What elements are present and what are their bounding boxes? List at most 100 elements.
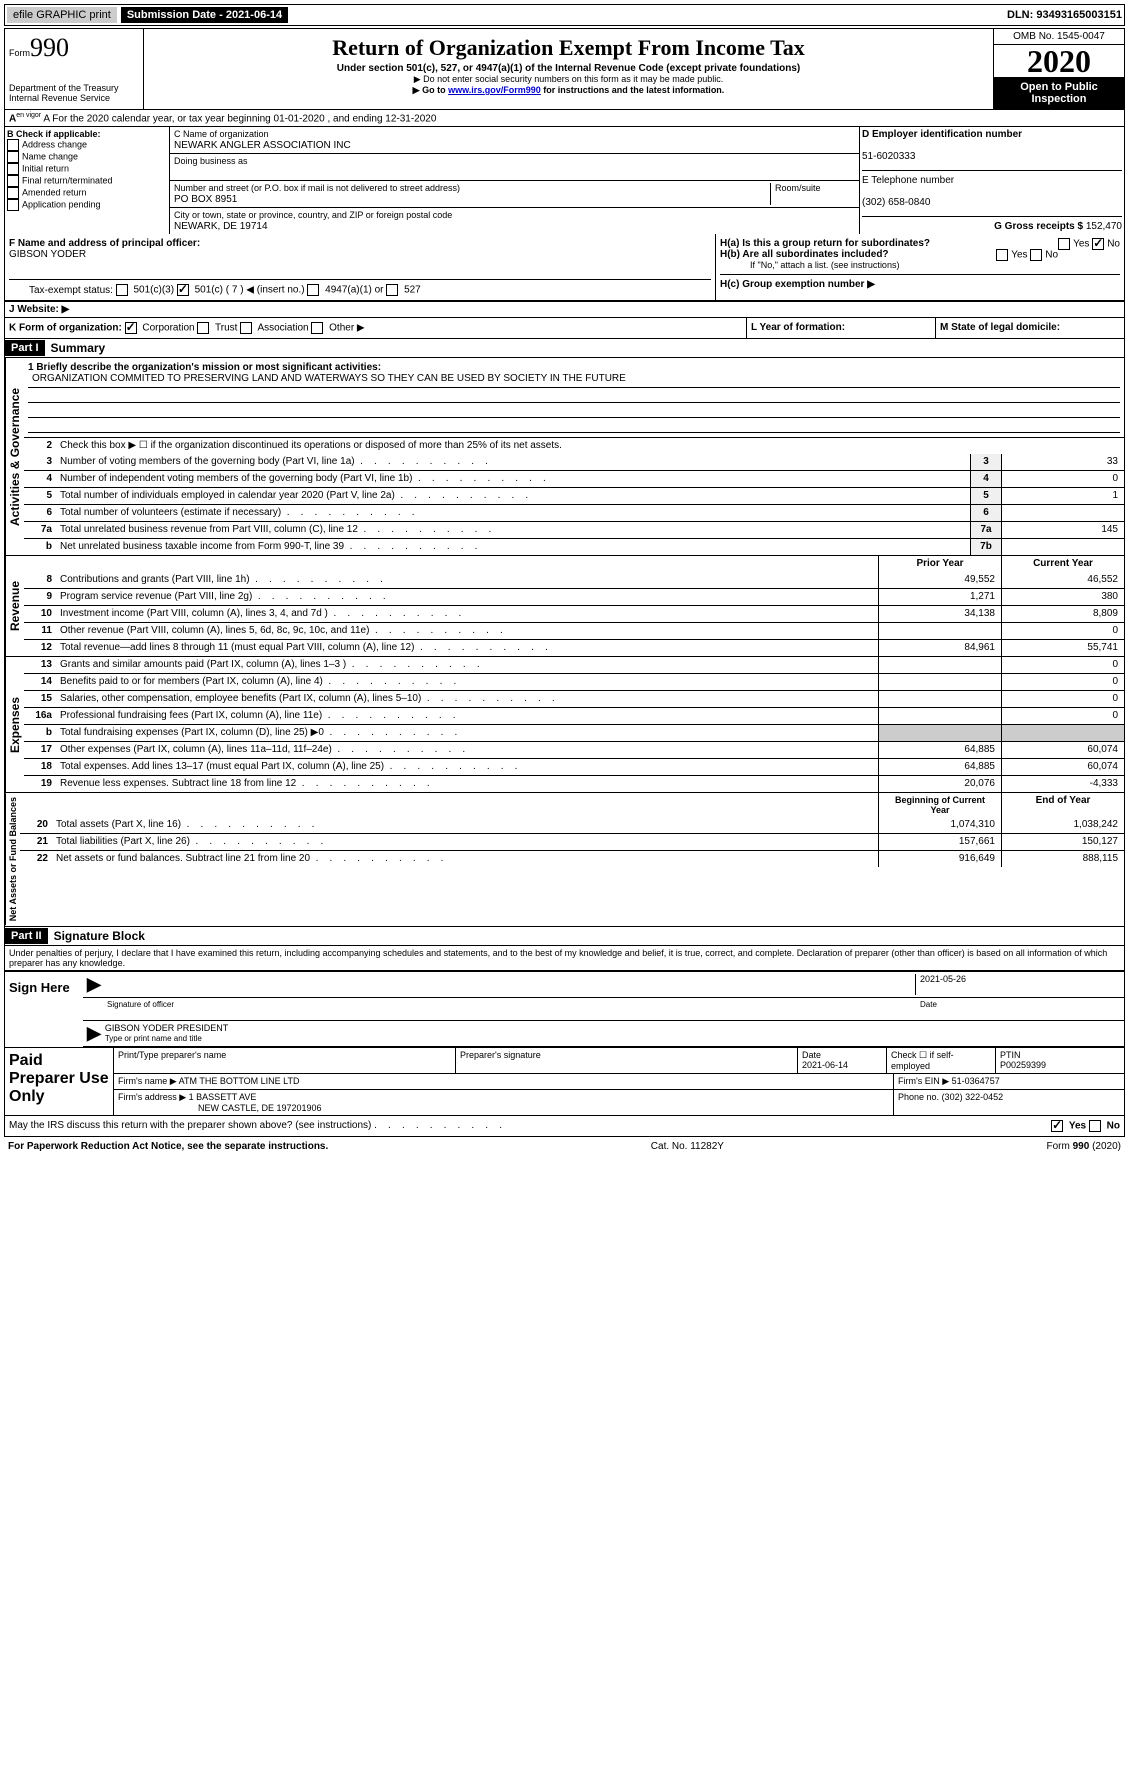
line-11: 11Other revenue (Part VIII, column (A), …: [24, 622, 1124, 639]
cb-hb-no[interactable]: [1030, 249, 1042, 261]
cb-ha-no[interactable]: [1092, 238, 1104, 250]
section-net-assets: Net Assets or Fund Balances Beginning of…: [5, 792, 1124, 925]
cb-initial-return[interactable]: [7, 163, 19, 175]
row-j-website: J Website: ▶: [5, 301, 1124, 318]
line-19: 19Revenue less expenses. Subtract line 1…: [24, 775, 1124, 792]
dba-cell: Doing business as: [170, 154, 859, 181]
perjury-statement: Under penalties of perjury, I declare th…: [5, 945, 1124, 970]
col-b-checkboxes: B Check if applicable: Address change Na…: [5, 127, 170, 234]
line-5: 5Total number of individuals employed in…: [24, 487, 1124, 504]
officer-printed-name: GIBSON YODER PRESIDENT: [105, 1023, 228, 1033]
line-b: bTotal fundraising expenses (Part IX, co…: [24, 724, 1124, 741]
line-14: 14Benefits paid to or for members (Part …: [24, 673, 1124, 690]
line-13: 13Grants and similar amounts paid (Part …: [24, 657, 1124, 673]
cb-other[interactable]: [311, 322, 323, 334]
line-8: 8Contributions and grants (Part VIII, li…: [24, 572, 1124, 588]
principal-officer: F Name and address of principal officer:…: [5, 234, 716, 300]
cb-corp[interactable]: [125, 322, 137, 334]
gross-receipts: 152,470: [1086, 221, 1122, 232]
line-6: 6Total number of volunteers (estimate if…: [24, 504, 1124, 521]
ein: 51-6020333: [862, 151, 915, 162]
vert-label-na: Net Assets or Fund Balances: [5, 793, 20, 925]
line-3: 3Number of voting members of the governi…: [24, 454, 1124, 470]
header-mid: Return of Organization Exempt From Incom…: [144, 29, 993, 109]
part1-header: Part I Summary: [5, 338, 1124, 357]
firm-ein: 51-0364757: [952, 1076, 1000, 1086]
section-revenue: Revenue Prior Year Current Year 8Contrib…: [5, 555, 1124, 656]
paid-preparer-section: Paid Preparer Use Only Print/Type prepar…: [5, 1047, 1124, 1115]
line-4: 4Number of independent voting members of…: [24, 470, 1124, 487]
cb-501c[interactable]: [177, 284, 189, 296]
col-c-org-info: C Name of organization NEWARK ANGLER ASS…: [170, 127, 860, 234]
vert-label-ag: Activities & Governance: [5, 358, 24, 555]
arrow-icon: ▶: [87, 974, 101, 995]
vert-label-exp: Expenses: [5, 657, 24, 792]
dept-treasury: Department of the TreasuryInternal Reven…: [9, 83, 139, 103]
officer-name: GIBSON YODER: [9, 249, 86, 260]
note-link: ▶ Go to www.irs.gov/Form990 for instruct…: [148, 85, 989, 96]
dln: DLN: 93493165003151: [1007, 9, 1122, 21]
cb-name-change[interactable]: [7, 151, 19, 163]
discuss-row: May the IRS discuss this return with the…: [5, 1115, 1124, 1136]
note-ssn: ▶ Do not enter social security numbers o…: [148, 74, 989, 85]
firm-address: 1 BASSETT AVE: [189, 1092, 257, 1102]
line-20: 20Total assets (Part X, line 16) 1,074,3…: [20, 817, 1124, 833]
cb-amended[interactable]: [7, 187, 19, 199]
cb-discuss-no[interactable]: [1089, 1120, 1101, 1132]
header-right: OMB No. 1545-0047 2020 Open to Public In…: [993, 29, 1124, 109]
cb-trust[interactable]: [197, 322, 209, 334]
cb-assoc[interactable]: [240, 322, 252, 334]
org-city: NEWARK, DE 19714: [174, 221, 268, 232]
line-10: 10Investment income (Part VIII, column (…: [24, 605, 1124, 622]
line-9: 9Program service revenue (Part VIII, lin…: [24, 588, 1124, 605]
group-return: H(a) Is this a group return for subordin…: [716, 234, 1124, 300]
col-d-ein: D Employer identification number 51-6020…: [860, 127, 1124, 234]
line-15: 15Salaries, other compensation, employee…: [24, 690, 1124, 707]
row-klm: K Form of organization: Corporation Trus…: [5, 318, 1124, 338]
irs-link[interactable]: www.irs.gov/Form990: [448, 85, 541, 95]
cb-discuss-yes[interactable]: [1051, 1120, 1063, 1132]
line-b: bNet unrelated business taxable income f…: [24, 538, 1124, 555]
ptin: P00259399: [1000, 1060, 1046, 1070]
form-number: 990: [30, 33, 69, 62]
sign-here-section: Sign Here ▶ 2021-05-26 Signature of offi…: [5, 970, 1124, 1047]
cb-ha-yes[interactable]: [1058, 238, 1070, 250]
top-bar: efile GRAPHIC print Submission Date - 20…: [4, 4, 1125, 26]
cb-527[interactable]: [386, 284, 398, 296]
section-expenses: Expenses 13Grants and similar amounts pa…: [5, 656, 1124, 792]
cb-501c3[interactable]: [116, 284, 128, 296]
open-public: Open to Public Inspection: [994, 77, 1124, 109]
city-cell: City or town, state or province, country…: [170, 208, 859, 234]
submission-date: Submission Date - 2021-06-14: [121, 7, 288, 23]
line-12: 12Total revenue—add lines 8 through 11 (…: [24, 639, 1124, 656]
cb-hb-yes[interactable]: [996, 249, 1008, 261]
cb-4947[interactable]: [307, 284, 319, 296]
phone: (302) 658-0840: [862, 197, 930, 208]
cb-final-return[interactable]: [7, 175, 19, 187]
row-fh: F Name and address of principal officer:…: [5, 234, 1124, 301]
line-21: 21Total liabilities (Part X, line 26) 15…: [20, 833, 1124, 850]
form-title: Return of Organization Exempt From Incom…: [148, 35, 989, 61]
firm-name: ATM THE BOTTOM LINE LTD: [179, 1076, 300, 1086]
vert-label-rev: Revenue: [5, 556, 24, 656]
line-17: 17Other expenses (Part IX, column (A), l…: [24, 741, 1124, 758]
line-7a: 7aTotal unrelated business revenue from …: [24, 521, 1124, 538]
row-a-tax-year: Aen vigor A For the 2020 calendar year, …: [5, 110, 1124, 127]
mission-label: 1 Briefly describe the organization's mi…: [28, 362, 381, 373]
form-container: Form990 Department of the TreasuryIntern…: [4, 28, 1125, 1137]
form-label: Form: [9, 48, 30, 58]
efile-label: efile GRAPHIC print: [7, 7, 117, 23]
line-22: 22Net assets or fund balances. Subtract …: [20, 850, 1124, 867]
org-address: PO BOX 8951: [174, 194, 237, 205]
form-subtitle: Under section 501(c), 527, or 4947(a)(1)…: [148, 63, 989, 74]
cb-address-change[interactable]: [7, 139, 19, 151]
page-footer: For Paperwork Reduction Act Notice, see …: [4, 1137, 1125, 1156]
header-left: Form990 Department of the TreasuryIntern…: [5, 29, 144, 109]
org-name-cell: C Name of organization NEWARK ANGLER ASS…: [170, 127, 859, 154]
address-cell: Number and street (or P.O. box if mail i…: [170, 181, 859, 208]
part2-header: Part II Signature Block: [5, 926, 1124, 945]
line-18: 18Total expenses. Add lines 13–17 (must …: [24, 758, 1124, 775]
cb-application[interactable]: [7, 199, 19, 211]
org-name: NEWARK ANGLER ASSOCIATION INC: [174, 140, 351, 151]
tax-year: 2020: [994, 45, 1124, 77]
